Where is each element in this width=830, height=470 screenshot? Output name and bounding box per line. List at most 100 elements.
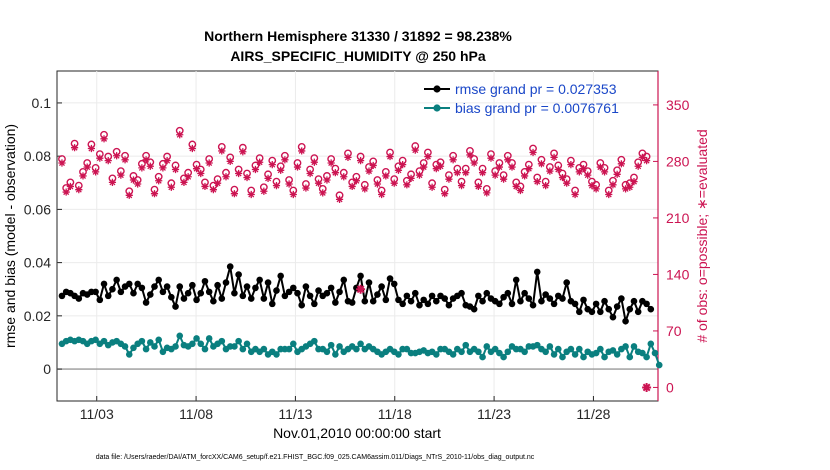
bias-point (567, 345, 575, 353)
obs-evaluated-point (205, 159, 213, 167)
obs-evaluated-point (356, 157, 365, 165)
obs-evaluated-point (159, 164, 167, 172)
y2-tick-label: 70 (666, 323, 682, 339)
obs-evaluated-point (512, 182, 520, 191)
obs-evaluated-point (626, 183, 634, 191)
highlight-star-center (644, 384, 650, 390)
obs-evaluated-point (83, 163, 91, 171)
rmse-point (576, 308, 583, 316)
obs-evaluated-point (201, 182, 209, 191)
rmse-point (189, 281, 196, 289)
y2-tick-label: 280 (666, 153, 690, 169)
bias-point (647, 340, 655, 348)
obs-evaluated-point (319, 189, 327, 197)
obs-evaluated-point (411, 146, 419, 154)
obs-evaluated-point (352, 177, 360, 185)
rmse-point (369, 297, 377, 305)
bias-point (626, 353, 634, 361)
rmse-point (298, 301, 306, 309)
bias-point (613, 351, 621, 358)
legend: rmse grand pr = 0.027353 bias grand pr =… (424, 81, 619, 116)
bias-point (491, 345, 499, 353)
x-tick-label: 11/13 (278, 406, 312, 422)
obs-evaluated-point (399, 161, 407, 169)
rmse-point (172, 303, 179, 310)
obs-evaluated-point (420, 163, 428, 171)
obs-evaluated-point (563, 179, 571, 187)
obs-evaluated-point (331, 169, 339, 177)
rmse-point (588, 308, 596, 316)
rmse-point (605, 305, 613, 313)
rmse-point (529, 301, 537, 309)
rmse-point (134, 280, 141, 288)
bias-point (176, 332, 184, 340)
bias-point (100, 337, 108, 345)
bias-point (193, 335, 200, 342)
rmse-point (382, 296, 390, 304)
bias-point (172, 343, 179, 350)
bias-point (433, 351, 440, 358)
obs-evaluated-point (235, 169, 243, 178)
rmse-point (281, 292, 289, 300)
bias-point (403, 345, 411, 353)
obs-evaluated-point (491, 171, 499, 179)
bias-point (260, 345, 268, 353)
rmse-point (75, 295, 83, 302)
rmse-point (197, 289, 205, 297)
obs-evaluated-point (335, 195, 344, 203)
obs-evaluated-point (310, 158, 318, 166)
rmse-point (411, 289, 419, 297)
obs-evaluated-point (66, 182, 74, 191)
obs-evaluated-point (478, 169, 487, 177)
obs-evaluated-point (453, 169, 461, 177)
legend-bias-marker (433, 104, 441, 112)
bias-point (655, 361, 663, 369)
rmse-point (130, 289, 137, 297)
bias-point (130, 344, 137, 352)
rmse-point (512, 276, 520, 284)
obs-evaluated-point (150, 190, 159, 198)
rmse-point (563, 279, 570, 286)
rmse-series (58, 263, 655, 326)
obs-evaluated-point (596, 163, 604, 171)
obs-evaluated-point (529, 148, 537, 157)
rmse-point (193, 296, 200, 304)
obs-evaluated-point (348, 182, 356, 191)
rmse-point (332, 299, 339, 306)
rmse-point (252, 284, 259, 292)
rmse-point (357, 272, 364, 280)
x-tick-label: 11/23 (477, 406, 511, 422)
rmse-point (260, 295, 268, 302)
bias-point (235, 337, 242, 345)
bias-point (218, 337, 226, 345)
obs-evaluated-point (281, 156, 289, 164)
obs-evaluated-point (117, 171, 125, 179)
obs-evaluated-point (251, 165, 260, 174)
bias-series (58, 332, 663, 369)
rmse-point (643, 300, 650, 308)
rmse-point (597, 308, 604, 316)
rmse-point (311, 300, 318, 308)
x-axis-label: Nov.01,2010 00:00:00 start (273, 425, 441, 441)
rmse-point (517, 297, 524, 305)
rmse-point (205, 288, 213, 296)
legend-rmse-label: rmse grand pr = 0.027353 (455, 81, 617, 97)
obs-evaluated-point (394, 166, 403, 174)
obs-evaluated-point (192, 165, 201, 173)
bias-point (336, 343, 343, 350)
rmse-point (571, 300, 579, 308)
obs-evaluated-point (504, 156, 512, 164)
rmse-point (247, 295, 255, 302)
obs-evaluated-point (449, 156, 457, 164)
obs-evaluated-point (537, 160, 546, 168)
bias-point (159, 348, 167, 356)
rmse-point (622, 317, 629, 325)
obs-evaluated-point (483, 189, 491, 197)
obs-evaluated-point (592, 185, 600, 193)
obs-evaluated-point (323, 176, 331, 184)
obs-evaluated-point (495, 163, 503, 171)
rmse-point (365, 279, 373, 286)
rmse-point (218, 295, 226, 302)
y-tick-label: 0.06 (24, 201, 51, 217)
